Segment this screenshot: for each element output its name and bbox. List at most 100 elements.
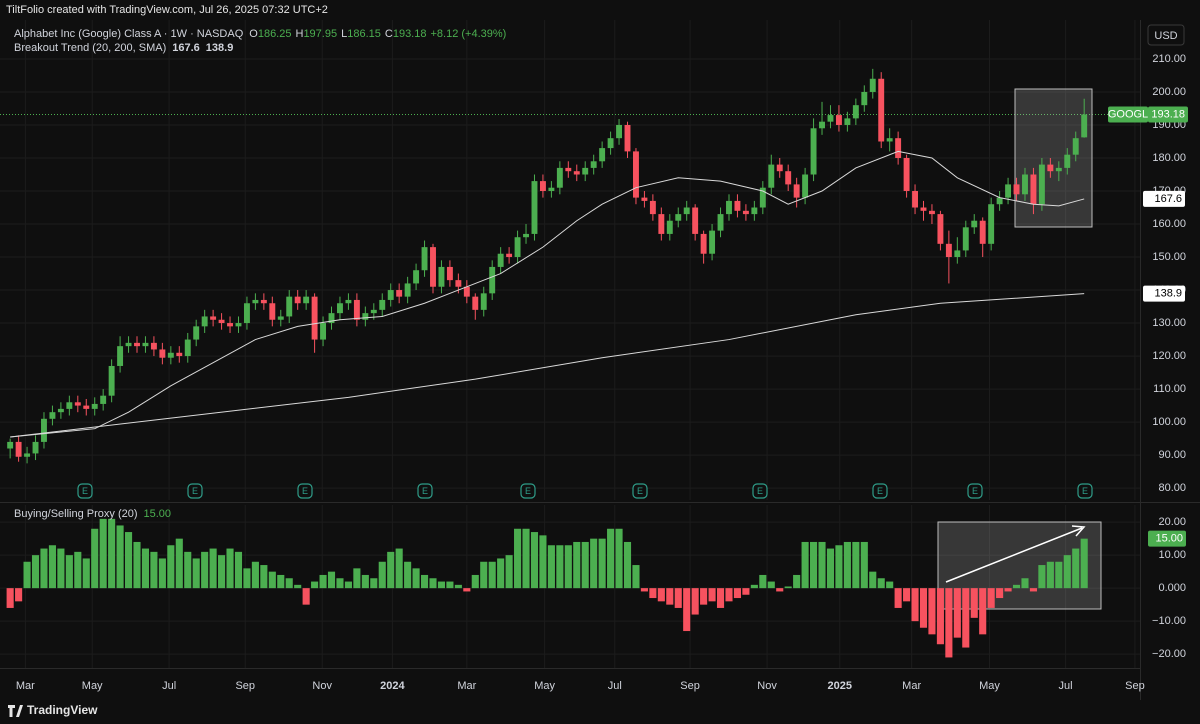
earnings-marker <box>1077 483 1093 499</box>
candle-body <box>472 296 479 310</box>
currency: USD <box>1154 30 1177 42</box>
histogram-bar <box>167 545 175 589</box>
candle-body <box>311 296 318 340</box>
mark-layer <box>6 68 1088 658</box>
candle-body <box>971 220 978 228</box>
earnings-marker <box>77 483 93 499</box>
histogram-bar <box>23 561 31 589</box>
candle-body <box>91 403 98 409</box>
candle-body <box>303 296 310 304</box>
histogram-bar <box>953 588 961 638</box>
histogram-bar <box>716 588 725 608</box>
candle-body <box>937 214 944 244</box>
histogram-bar <box>311 581 319 589</box>
candle-body <box>683 207 690 215</box>
y-tick-label: 0.000 <box>1158 582 1186 594</box>
candle-body <box>573 171 580 175</box>
candle-body <box>717 214 724 231</box>
histogram-bar <box>480 561 488 589</box>
histogram-bar <box>387 551 395 589</box>
candle-body <box>150 342 157 350</box>
indicator-name: Buying/Selling Proxy (20) <box>14 508 138 520</box>
histogram-bar <box>218 555 226 589</box>
candle-body <box>463 286 470 297</box>
histogram-bar <box>691 588 699 615</box>
candle-body <box>489 266 496 294</box>
candle-body <box>269 303 276 320</box>
candle-body <box>1005 184 1012 198</box>
earnings-marker-label: E <box>877 486 883 496</box>
candle-body <box>514 237 521 258</box>
candle-body <box>413 270 420 284</box>
histogram-bar <box>82 558 90 589</box>
histogram-bar <box>894 588 902 608</box>
candle-body <box>802 174 809 198</box>
candle-body <box>497 253 504 267</box>
candle-body <box>531 181 538 234</box>
candle-body <box>903 157 910 192</box>
candle-body <box>235 323 242 327</box>
symbol-tag <box>1108 106 1148 123</box>
y-tick-label: 130.00 <box>1152 317 1186 329</box>
candle-body <box>260 299 267 304</box>
candle-body <box>108 365 115 396</box>
histogram-bar <box>48 545 56 589</box>
candle-body <box>675 214 682 221</box>
candle-body <box>455 280 462 287</box>
histogram-bar <box>370 578 378 589</box>
histogram-bar <box>99 518 107 589</box>
histogram-bar <box>226 548 234 589</box>
candle-body <box>844 118 851 125</box>
ohlc-prefix: C <box>385 28 393 40</box>
candle-body <box>320 323 327 340</box>
candle-body <box>641 197 648 201</box>
histogram-bar <box>294 584 302 589</box>
candle-body <box>184 339 191 357</box>
candle-body <box>446 266 453 281</box>
y-tick-label: 180.00 <box>1152 152 1186 164</box>
ohlc-prefix: H <box>295 28 303 40</box>
y-tick-label: 100.00 <box>1152 416 1186 428</box>
histogram-bar <box>420 574 429 589</box>
histogram-bar <box>446 581 454 589</box>
currency-box <box>1147 24 1185 46</box>
candle-body <box>979 220 986 244</box>
candle-body <box>793 184 800 198</box>
candle-body <box>210 316 217 320</box>
histogram-bar <box>708 588 716 602</box>
candle-body <box>1055 167 1062 172</box>
histogram-bar <box>742 588 750 595</box>
candle-body <box>353 299 360 320</box>
indicator-name: Breakout Trend (20, 200, SMA) <box>14 42 166 54</box>
histogram-bar <box>1021 578 1029 589</box>
histogram-bar <box>175 538 183 589</box>
earnings-marker-label: E <box>82 486 88 496</box>
histogram-bar <box>234 551 243 589</box>
histogram-bar <box>133 541 141 589</box>
histogram-bar <box>970 588 978 618</box>
histogram-bar <box>302 588 310 605</box>
histogram-bar <box>1029 588 1037 592</box>
earnings-marker-label: E <box>525 486 531 496</box>
histogram-bar <box>776 588 784 592</box>
candle-body <box>345 299 352 304</box>
candle-body <box>57 408 64 413</box>
histogram-bar <box>919 588 928 628</box>
candle-body <box>624 124 631 152</box>
candle-body <box>548 187 555 192</box>
candle-body <box>785 171 792 185</box>
candle-body <box>616 124 623 139</box>
histogram-bar <box>1012 584 1021 589</box>
histogram-bar <box>573 541 581 589</box>
candle-body <box>438 266 445 287</box>
candle-body <box>658 214 665 234</box>
histogram-bar <box>657 588 665 602</box>
x-tick-label: Sep <box>235 680 255 692</box>
histogram-bar <box>488 561 496 589</box>
legend-row: Buying/Selling Proxy (20) 15.00 <box>14 508 171 520</box>
x-tick-label: Mar <box>902 680 921 692</box>
candle-body <box>430 247 436 287</box>
candle-body <box>201 316 208 327</box>
histogram-bar <box>598 538 606 589</box>
